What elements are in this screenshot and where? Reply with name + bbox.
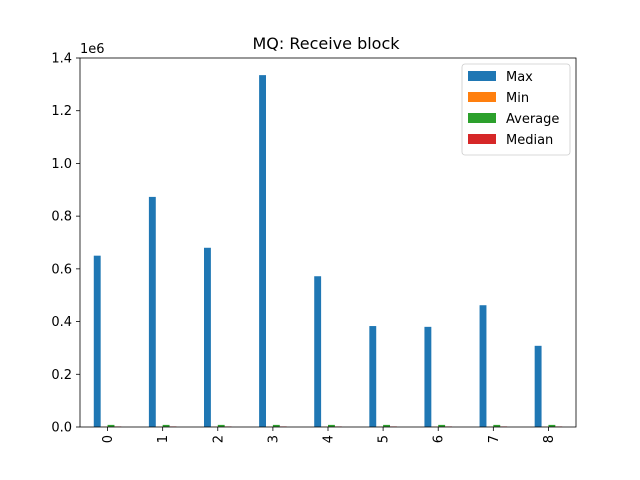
bar-max-1 [148, 196, 156, 427]
y-tick-label: 0.2 [51, 368, 72, 383]
axes-frame [79, 57, 577, 428]
legend: Max Min Average Median [461, 63, 571, 156]
bar-max-4 [314, 276, 322, 427]
bar-average-7 [493, 424, 501, 427]
bar-average-2 [217, 424, 225, 427]
bar-average-5 [383, 424, 390, 427]
x-tick-label: 0 [101, 435, 116, 443]
y-tick-label: 0.0 [51, 421, 72, 436]
bar-max-3 [259, 75, 266, 427]
x-tick-label: 8 [542, 435, 557, 443]
y-tick-label: 0.4 [51, 315, 72, 330]
legend-label-max: Max [506, 70, 533, 85]
x-tick-label: 4 [322, 435, 337, 443]
chart-title: MQ: Receive block [252, 34, 400, 53]
y-tick-label: 1.4 [51, 52, 72, 67]
legend-label-median: Median [506, 133, 553, 148]
bar-max-7 [479, 305, 487, 427]
y-tick-label: 0.8 [51, 210, 72, 225]
legend-swatch-max [468, 71, 496, 81]
bar-max-2 [204, 247, 211, 427]
bar-max-5 [369, 326, 377, 427]
bar-average-4 [328, 424, 335, 427]
x-tick-label: 6 [432, 435, 447, 443]
legend-swatch-average [468, 113, 496, 123]
bar-max-6 [424, 326, 432, 427]
y-axis-offset-label: 1e6 [80, 42, 105, 57]
bar-average-3 [272, 424, 280, 427]
x-tick-label: 2 [211, 435, 226, 443]
x-tick-label: 3 [266, 435, 281, 443]
legend-label-average: Average [506, 112, 559, 127]
bar-average-1 [162, 424, 170, 427]
x-tick-label: 5 [377, 435, 392, 443]
bar-max-8 [534, 345, 542, 427]
legend-swatch-median [468, 134, 496, 144]
bar-average-0 [107, 424, 115, 427]
x-tick-label: 1 [156, 435, 171, 443]
bar-max-0 [93, 255, 101, 427]
legend-box [461, 63, 571, 156]
legend-label-min: Min [506, 91, 529, 106]
bar-average-8 [548, 424, 556, 427]
y-tick-label: 0.6 [51, 262, 72, 277]
y-tick-label: 1.0 [51, 157, 72, 172]
plot-area: 0.0 0.2 0.4 0.6 0.8 1.0 1.2 1.4 0 1 2 3 4 5 6 7 8 [51, 52, 577, 443]
legend-swatch-min [468, 92, 496, 102]
y-tick-label: 1.2 [51, 104, 72, 119]
x-tick-label: 7 [487, 435, 502, 443]
bar-average-6 [438, 424, 446, 427]
